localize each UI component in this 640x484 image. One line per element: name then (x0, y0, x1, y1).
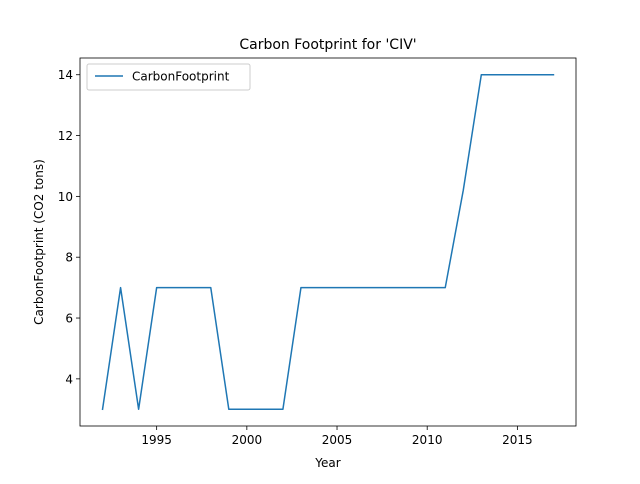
y-tick-label: 8 (65, 251, 73, 265)
axes-frame (79, 57, 577, 427)
series-line-0 (101, 73, 555, 411)
legend: CarbonFootprint (86, 63, 251, 91)
x-tick-label: 2015 (502, 433, 533, 447)
y-tick-label: 4 (65, 372, 73, 386)
chart-title: Carbon Footprint for 'CIV' (239, 37, 416, 53)
x-tick-label: 2000 (232, 433, 263, 447)
y-tick-label: 10 (58, 190, 73, 204)
plot-area: 1995 2000 2005 2010 2015 4 6 8 10 12 14 (58, 57, 577, 447)
legend-frame (86, 63, 251, 91)
legend-label: CarbonFootprint (132, 70, 230, 84)
x-tick-label: 2010 (412, 433, 443, 447)
x-tick-label: 2005 (322, 433, 353, 447)
x-tick-label: 1995 (141, 433, 172, 447)
y-tick-label: 12 (58, 129, 73, 143)
y-axis-label: CarbonFootprint (CO2 tons) (32, 159, 46, 325)
x-axis-label: Year (314, 456, 340, 470)
y-tick-label: 6 (65, 312, 73, 326)
y-tick-label: 14 (58, 68, 73, 82)
